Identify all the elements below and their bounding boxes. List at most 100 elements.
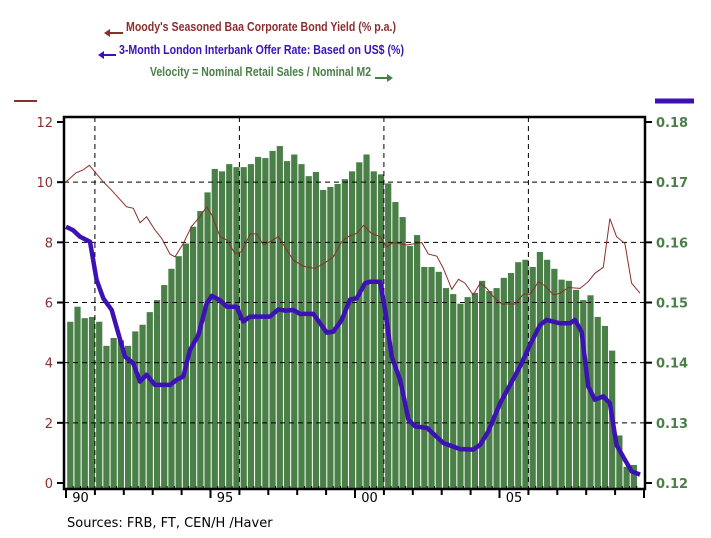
right-tick-label: 0.18 [656,116,688,131]
velocity-bar [125,345,132,489]
arrow-left-icon [104,29,123,37]
velocity-bar [558,279,565,489]
velocity-bar [283,161,291,489]
velocity-bar [96,321,103,489]
velocity-bar [572,289,580,489]
axes: 0 2 4 6 8 10 12 0.12 0.13 0.14 0.15 0.16 0.17 0.18 90 9… [36,115,688,506]
velocity-bar [522,259,529,489]
velocity-bar [197,211,204,489]
velocity-bar [623,466,630,489]
right-tick-label: 0.16 [656,236,688,251]
left-tick-label: 2 [45,417,53,432]
velocity-bar [153,300,161,489]
legend: Moody's Seasoned Baa Corporate Bond Yiel… [14,19,694,104]
velocity-bar [305,176,312,489]
right-tick-label: 0.14 [656,357,688,372]
velocity-bar [399,217,406,489]
velocity-bar [240,167,247,489]
velocity-bar [211,168,218,489]
left-tick-label: 8 [45,236,53,251]
source-note: Sources: FRB, FT, CEN/H /Haver [67,516,273,531]
left-tick-label: 6 [45,297,53,312]
velocity-bar [356,162,363,490]
velocity-bars [67,146,637,490]
velocity-bar [565,280,572,489]
velocity-bar [168,268,175,489]
grid [64,117,645,489]
legend-libor: 3-Month London Interbank Offer Rate: Bas… [119,42,404,57]
right-tick-label: 0.17 [656,176,688,191]
velocity-bar [139,324,146,489]
velocity-bar [471,292,478,489]
x-tick-label: 90 [72,491,89,506]
left-tick-label: 12 [36,116,53,131]
velocity-bar [67,321,74,489]
velocity-bar [363,154,370,490]
left-tick-label: 4 [45,357,53,372]
velocity-bar [132,331,139,489]
velocity-bar [320,189,327,489]
velocity-bar [529,267,536,489]
velocity-bar [341,179,348,490]
velocity-bar [81,318,88,489]
velocity-bar [377,174,385,489]
velocity-bar [291,154,298,490]
velocity-bar [247,164,255,489]
x-tick-label: 00 [361,491,378,506]
velocity-bar [190,226,197,489]
velocity-bar [74,306,81,489]
velocity-bar [204,192,211,489]
velocity-bar [312,171,320,489]
velocity-bar [269,150,276,489]
libor-line [64,224,641,477]
velocity-bar [464,297,471,489]
right-tick-label: 0.12 [656,477,688,492]
x-tick-label: 05 [506,491,523,506]
velocity-bar [88,316,96,489]
velocity-bar [110,337,117,489]
velocity-bar [551,268,558,489]
arrow-left-icon [98,51,116,59]
velocity-bar [233,167,240,489]
velocity-bar [276,146,283,490]
velocity-bar [146,312,153,489]
velocity-bar [175,256,182,489]
legend-baa: Moody's Seasoned Baa Corporate Bond Yiel… [126,19,396,34]
left-tick-label: 10 [36,176,53,191]
velocity-bar [226,164,233,489]
velocity-bar [450,294,457,489]
velocity-bar [630,464,637,489]
velocity-bar [414,235,421,489]
velocity-bar [515,262,522,489]
velocity-bar [103,345,110,489]
x-tick-label: 95 [217,491,234,506]
velocity-bar [594,316,601,489]
velocity-bar [442,288,450,489]
velocity-bar [486,291,493,489]
baa-yield-line [65,164,641,305]
velocity-bar [406,245,413,489]
velocity-bar [457,303,464,489]
velocity-bar [616,435,623,489]
legend-velocity: Velocity = Nominal Retail Sales / Nomina… [150,64,371,79]
left-tick-label: 0 [45,477,53,492]
velocity-bar [435,271,442,489]
velocity-bar [580,300,587,489]
velocity-bar [298,164,305,489]
velocity-bar [370,171,377,489]
velocity-bar [255,156,262,489]
velocity-bar [262,158,269,489]
velocity-bar [493,288,500,489]
velocity-bar [327,186,334,490]
velocity-bar [421,267,428,489]
velocity-bar [334,183,341,489]
arrow-right-icon [375,74,393,82]
velocity-bar [536,251,544,489]
velocity-bar [218,171,226,489]
velocity-bar [544,259,551,489]
velocity-bar [500,277,507,489]
velocity-bar [601,325,609,489]
velocity-bar [428,267,435,489]
velocity-bar [348,171,356,489]
